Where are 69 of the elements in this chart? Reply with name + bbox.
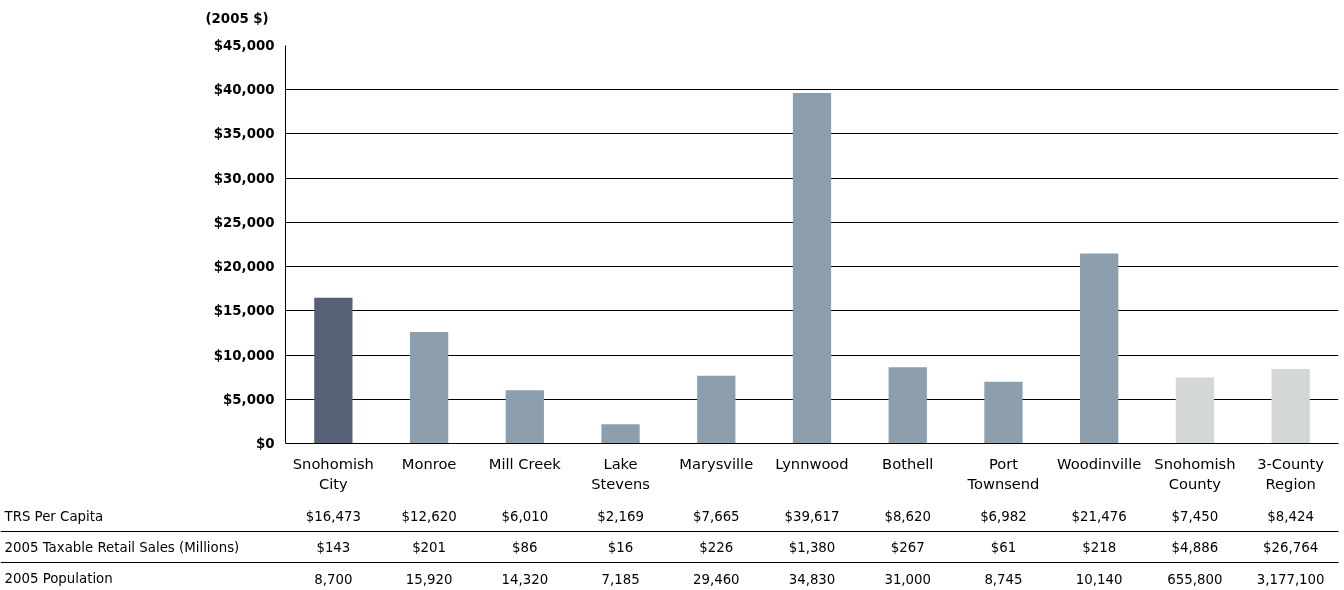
- y-tick-label: $10,000: [213, 347, 275, 363]
- data-label: $6,010: [501, 509, 549, 524]
- text: $1,380: [788, 540, 836, 555]
- text: $226: [699, 540, 734, 555]
- data-label: $39,617: [784, 509, 840, 524]
- bar: [792, 93, 832, 444]
- text: $16: [607, 540, 634, 555]
- text: 2005 Population: [4, 571, 113, 586]
- text: 8,700: [314, 571, 353, 587]
- text: $201: [412, 540, 447, 555]
- bar: [1175, 377, 1215, 444]
- y-tick-label: $40,000: [213, 82, 275, 98]
- text: 8,745: [984, 571, 1023, 587]
- data-label: $6,982: [980, 509, 1027, 524]
- text: 2005 Taxable Retail Sales (Millions): [4, 540, 240, 555]
- text: $218: [1082, 540, 1117, 555]
- bar: [984, 381, 1023, 444]
- x-tick-label: Marysville: [679, 454, 754, 472]
- x-tick-label: Lynnwood: [775, 454, 849, 472]
- text: $26,764: [1263, 540, 1319, 555]
- text: 29,460: [692, 571, 740, 587]
- y-tick-label: $0: [255, 436, 275, 451]
- bar: [409, 331, 449, 444]
- data-label: $8,620: [884, 509, 932, 524]
- text: $143: [316, 540, 351, 555]
- bar: [888, 367, 927, 444]
- bar: [1271, 368, 1310, 444]
- y-axis-title: (2005 $): [205, 11, 269, 26]
- data-label: $7,665: [692, 509, 740, 524]
- text: $4,886: [1171, 540, 1219, 555]
- bar: [697, 375, 736, 444]
- text: 10,140: [1075, 571, 1123, 587]
- bar: [505, 390, 544, 444]
- x-tick-label: Snohomish County: [1154, 454, 1236, 492]
- text: $61: [990, 540, 1017, 555]
- text: 7,185: [601, 571, 640, 587]
- text: $86: [512, 540, 538, 555]
- text: $267: [890, 540, 925, 555]
- text: 34,830: [788, 571, 836, 587]
- data-label: $12,620: [401, 509, 457, 524]
- data-label: $2,169: [597, 509, 644, 524]
- text: TRS Per Capita: [3, 509, 104, 524]
- bar: [314, 297, 353, 444]
- y-tick-label: $20,000: [213, 259, 275, 275]
- x-tick-label: Mill Creek: [488, 454, 562, 472]
- y-tick-label: $45,000: [213, 38, 275, 53]
- y-tick-label: $5,000: [223, 391, 275, 407]
- y-tick-label: $25,000: [213, 214, 275, 230]
- y-tick-label: $30,000: [213, 170, 275, 186]
- x-tick-label: Woodinville: [1057, 454, 1142, 472]
- text: 31,000: [884, 571, 932, 587]
- y-tick-label: $15,000: [213, 303, 275, 319]
- data-label: $21,476: [1071, 509, 1127, 524]
- bar: [1080, 253, 1119, 444]
- data-label: $8,424: [1267, 509, 1314, 524]
- x-tick-label: Lake Stevens: [591, 454, 650, 492]
- text: 14,320: [501, 571, 549, 587]
- text: 3,177,100: [1256, 571, 1325, 587]
- x-tick-label: Monroe: [401, 454, 457, 472]
- x-tick-label: Bothell: [882, 454, 934, 472]
- data-label: $7,450: [1171, 509, 1219, 524]
- data-label: $16,473: [305, 509, 361, 524]
- x-tick-label: Snohomish City: [292, 454, 374, 492]
- text: 655,800: [1167, 571, 1223, 587]
- x-tick-label: 3-County Region: [1257, 454, 1325, 492]
- bar: [601, 424, 640, 444]
- y-tick-label: $35,000: [213, 126, 275, 142]
- x-tick-label: Port Townsend: [966, 454, 1040, 492]
- text: 15,920: [405, 571, 453, 587]
